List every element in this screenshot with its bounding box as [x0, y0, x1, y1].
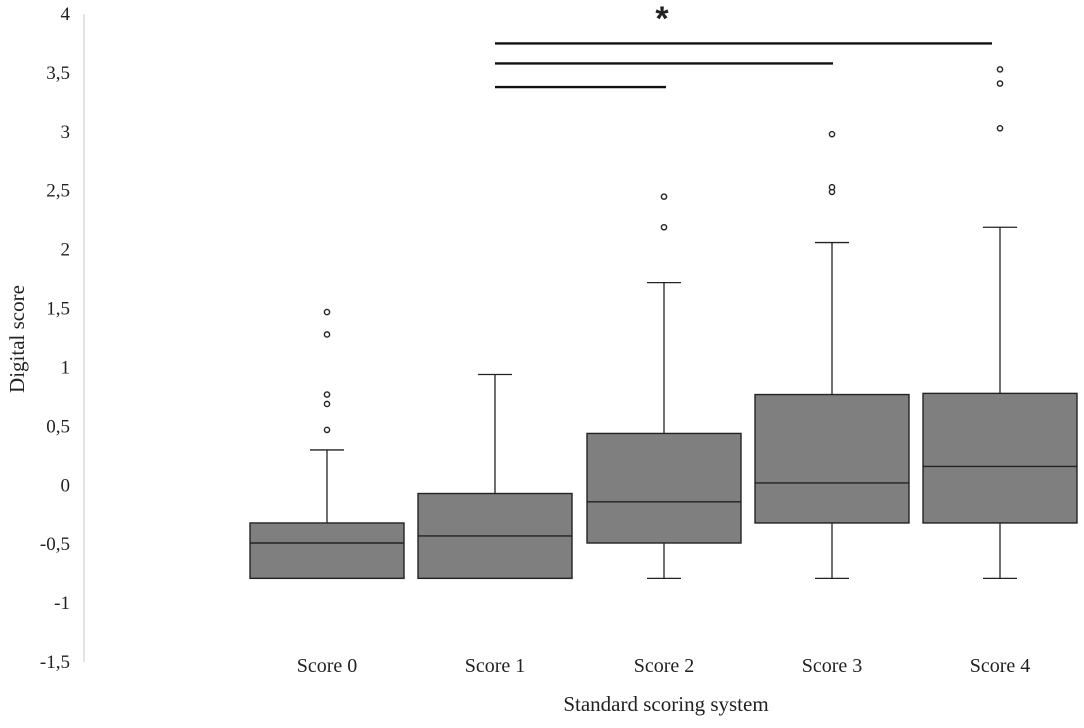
- y-axis-title: Digital score: [5, 285, 29, 393]
- outlier-point: [828, 130, 836, 138]
- box-series: [249, 66, 1078, 580]
- box-iqr: [249, 522, 405, 580]
- y-tick-labels: -1,5 -1 -0,5 0 0,5 1 1,5 2 2,5 3 3,5 4: [40, 4, 71, 673]
- y-tick-label: -1: [54, 593, 70, 614]
- outlier-point: [323, 331, 331, 338]
- outlier-point: [828, 183, 836, 191]
- outlier-point: [996, 124, 1004, 132]
- outlier-point: [660, 193, 668, 200]
- x-category-label: Score 0: [297, 655, 358, 677]
- outlier-point: [996, 80, 1004, 87]
- y-tick-label: 1: [61, 357, 71, 378]
- significance-annotations: *: [495, 0, 992, 89]
- y-tick-label: 4: [61, 4, 71, 25]
- box-iqr: [586, 432, 742, 544]
- box-iqr: [754, 393, 910, 524]
- x-category-label: Score 2: [634, 655, 695, 677]
- x-category-label: Score 3: [802, 655, 863, 677]
- y-tick-label: 3: [61, 122, 71, 143]
- outlier-point: [323, 308, 331, 316]
- x-category-label: Score 4: [970, 655, 1031, 677]
- y-tick-label: 2,5: [46, 181, 70, 202]
- outlier-point: [323, 426, 331, 434]
- significance-star: *: [655, 0, 669, 38]
- y-tick-label: 0,5: [46, 416, 70, 437]
- y-tick-label: 0: [61, 475, 71, 496]
- y-tick-label: -0,5: [40, 534, 70, 555]
- box-iqr: [922, 392, 1078, 524]
- outlier-point: [323, 391, 331, 398]
- outlier-point: [323, 400, 331, 408]
- x-axis-title: Standard scoring system: [563, 692, 768, 716]
- x-category-label: Score 1: [465, 655, 526, 677]
- y-tick-label: 3,5: [46, 63, 70, 84]
- outlier-point: [660, 223, 668, 231]
- x-category-labels: Score 0 Score 1 Score 2 Score 3 Score 4: [297, 655, 1031, 677]
- y-tick-label: -1,5: [40, 652, 70, 673]
- y-tick-label: 2: [61, 240, 71, 261]
- outlier-point: [996, 66, 1004, 73]
- y-tick-label: 1,5: [46, 299, 70, 320]
